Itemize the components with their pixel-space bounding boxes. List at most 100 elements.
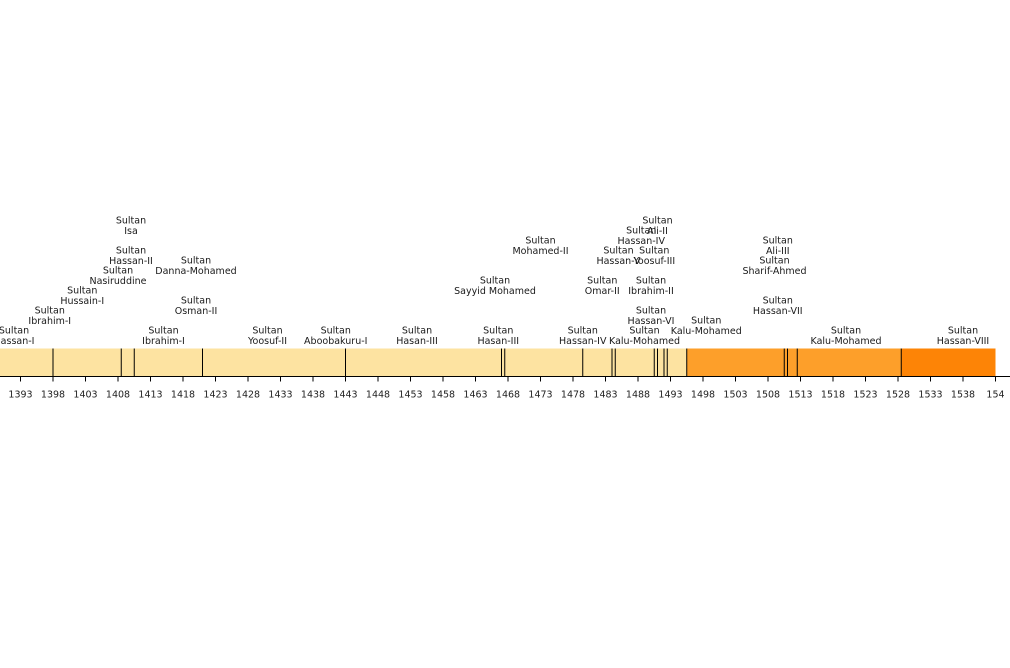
x-tick-label-11: 1438	[301, 390, 325, 401]
x-tick-label-14: 1453	[398, 390, 422, 401]
ruler-title: Sultan	[321, 326, 351, 337]
ruler-name: Mohamed-II	[512, 246, 568, 257]
ruler-name: Hasan-III	[477, 336, 519, 347]
ruler-name: Omar-II	[585, 286, 620, 297]
ruler-title: Sultan	[116, 246, 146, 257]
ruler-title: Sultan	[181, 256, 211, 267]
x-tick-label-30: 1533	[918, 390, 942, 401]
ruler-title: Sultan	[759, 256, 789, 267]
ruler-title: Sultan	[691, 316, 721, 327]
x-tick-label-27: 1518	[821, 390, 845, 401]
ruler-title: Sultan	[402, 326, 432, 337]
ruler-name: Hassan-IV	[559, 336, 607, 347]
ruler-title: Sultan	[116, 216, 146, 227]
x-tick-label-17: 1468	[496, 390, 520, 401]
x-tick-label-5: 1408	[106, 390, 130, 401]
ruler-name: Hassan-II	[109, 256, 153, 267]
x-tick-label-20: 1483	[593, 390, 617, 401]
ruler-name: Kalu-Mohamed	[609, 336, 680, 347]
ruler-title: Sultan	[0, 326, 29, 337]
x-tick-label-15: 1458	[431, 390, 455, 401]
ruler-name: Osman-II	[175, 306, 218, 317]
ruler-name: Ibrahim-I	[142, 336, 185, 347]
x-tick-label-10: 1433	[268, 390, 292, 401]
x-tick-label-6: 1413	[138, 390, 162, 401]
ruler-name: Hasan-III	[396, 336, 438, 347]
x-tick-label-4: 1403	[73, 390, 97, 401]
ruler-title: Sultan	[587, 276, 617, 287]
ruler-name: Nasiruddine	[89, 276, 146, 287]
x-tick-label-19: 1478	[561, 390, 585, 401]
ruler-name: Yoosuf-II	[247, 336, 287, 347]
era-band-3	[901, 348, 996, 377]
ruler-title: Sultan	[480, 276, 510, 287]
ruler-name: Hassan-I	[0, 336, 34, 347]
ruler-name: Danna-Mohamed	[155, 266, 236, 277]
ruler-title: Sultan	[831, 326, 861, 337]
ruler-title: Sultan	[67, 286, 97, 297]
era-band-1	[0, 348, 687, 377]
ruler-name: Aboobakuru-I	[304, 336, 367, 347]
ruler-title: Sultan	[148, 326, 178, 337]
ruler-title: Sultan	[181, 296, 211, 307]
x-tick-label-8: 1423	[203, 390, 227, 401]
x-tick-label-31: 1538	[951, 390, 975, 401]
x-tick-label-18: 1473	[528, 390, 552, 401]
x-tick-label-25: 1508	[756, 390, 780, 401]
x-tick-label-2: 1393	[8, 390, 32, 401]
ruler-title: Sultan	[35, 306, 65, 317]
ruler-title: Sultan	[629, 326, 659, 337]
ruler-name: Isa	[124, 226, 138, 237]
ruler-title: Sultan	[642, 216, 672, 227]
x-tick-label-26: 1513	[788, 390, 812, 401]
ruler-name: Hussain-I	[60, 296, 104, 307]
ruler-name: Ibrahim-II	[628, 286, 674, 297]
ruler-title: Sultan	[252, 326, 282, 337]
x-tick-label-22: 1493	[658, 390, 682, 401]
x-axis-ticks: 8813931398140314081413141814231428143314…	[8, 376, 1005, 401]
ruler-title: Sultan	[483, 326, 513, 337]
ruler-title: Sultan	[763, 296, 793, 307]
era-bands	[0, 348, 996, 377]
x-tick-label-7: 1418	[171, 390, 195, 401]
reign-separators	[52, 348, 902, 377]
x-tick-label-21: 1488	[626, 390, 650, 401]
ruler-labels: SultanHassan-ISultanIbrahim-ISultanHussa…	[0, 216, 989, 348]
ruler-name: Hassan-IV	[618, 236, 666, 247]
x-tick-label-24: 1503	[723, 390, 747, 401]
x-tick-label-28: 1523	[853, 390, 877, 401]
x-tick-label-9: 1428	[236, 390, 260, 401]
x-tick-label-16: 1463	[463, 390, 487, 401]
x-tick-label-13: 1448	[366, 390, 390, 401]
x-tick-label-32: 154	[986, 390, 1004, 401]
x-tick-label-29: 1528	[886, 390, 910, 401]
ruler-name: Ali-II	[647, 226, 668, 237]
ruler-title: Sultan	[103, 266, 133, 277]
ruler-title: Sultan	[763, 236, 793, 247]
ruler-title: Sultan	[626, 226, 656, 237]
ruler-title: Sultan	[525, 236, 555, 247]
era-band-2	[686, 348, 902, 377]
